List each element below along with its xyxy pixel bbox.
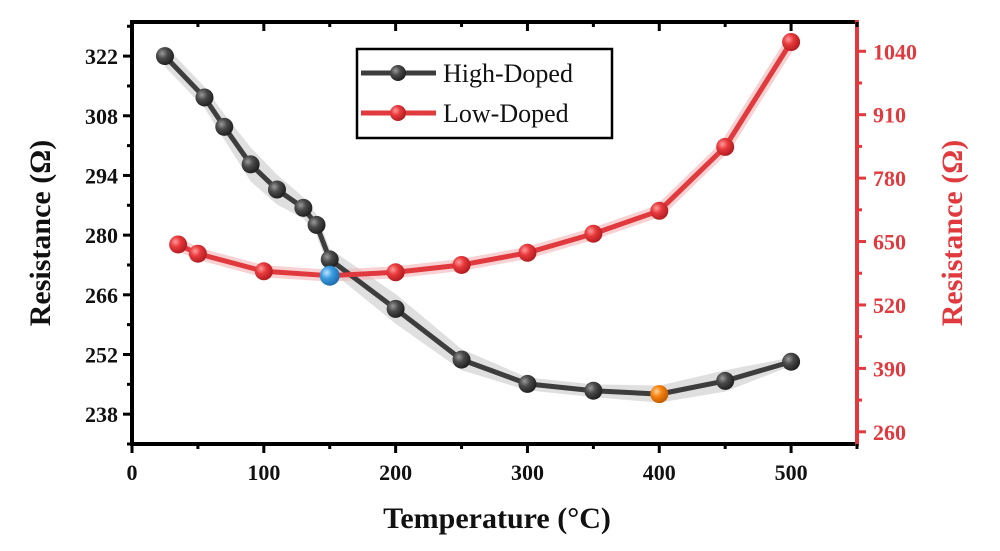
y-tick-label: 308 bbox=[85, 104, 118, 129]
high-doped-point bbox=[195, 88, 214, 107]
high-doped-point bbox=[716, 371, 735, 390]
low-doped-point bbox=[518, 243, 537, 262]
x-tick-label: 200 bbox=[379, 460, 412, 485]
left-y-axis-ticks: 238 252 266 280 294 308 322 bbox=[85, 24, 132, 446]
high-doped-point bbox=[452, 350, 471, 369]
series-points bbox=[155, 33, 801, 404]
y-tick-label: 280 bbox=[85, 223, 118, 248]
right-y-axis-ticks: 260 390 520 650 780 910 1040 bbox=[857, 39, 917, 445]
high-doped-point bbox=[268, 180, 286, 199]
x-tick-label: 100 bbox=[247, 460, 280, 485]
low-doped-point bbox=[452, 255, 471, 274]
high-doped-point bbox=[294, 198, 313, 217]
legend-marker-high-doped bbox=[390, 65, 406, 81]
legend: High-Doped Low-Doped bbox=[355, 47, 614, 140]
y-tick-label: 238 bbox=[85, 402, 118, 427]
low-doped-point bbox=[169, 235, 188, 254]
high-doped-point bbox=[386, 299, 405, 318]
left-y-axis-title: Resistance (Ω) bbox=[24, 140, 57, 326]
legend-label-high-doped: High-Doped bbox=[443, 59, 573, 88]
low-doped-highlight-point bbox=[319, 265, 340, 286]
high-doped-highlight-point bbox=[650, 385, 669, 404]
legend-box bbox=[355, 47, 614, 140]
high-doped-point bbox=[518, 374, 537, 393]
low-doped-point bbox=[188, 244, 207, 263]
legend-label-low-doped: Low-Doped bbox=[443, 99, 569, 128]
x-axis-title: Temperature (°C) bbox=[383, 502, 611, 535]
high-doped-point bbox=[584, 381, 603, 400]
right-y-axis-title: Resistance (Ω) bbox=[936, 140, 969, 326]
y2-tick-label: 520 bbox=[873, 293, 906, 318]
legend-marker-low-doped bbox=[390, 105, 406, 121]
x-tick-label: 400 bbox=[643, 460, 676, 485]
x-tick-label: 500 bbox=[775, 460, 808, 485]
y2-tick-label: 260 bbox=[873, 420, 906, 445]
y2-tick-label: 780 bbox=[873, 166, 906, 191]
low-doped-point bbox=[782, 33, 801, 52]
y-tick-label: 322 bbox=[85, 44, 118, 69]
high-doped-point bbox=[320, 250, 339, 269]
y2-tick-label: 1040 bbox=[873, 39, 917, 64]
high-doped-point bbox=[307, 215, 326, 234]
low-doped-point bbox=[254, 262, 273, 281]
low-doped-point bbox=[716, 137, 735, 156]
high-doped-point bbox=[782, 352, 801, 371]
y-tick-label: 266 bbox=[85, 283, 118, 308]
low-doped-point bbox=[584, 224, 603, 243]
low-doped-point bbox=[386, 263, 405, 282]
y2-tick-label: 650 bbox=[873, 230, 906, 255]
y-tick-label: 294 bbox=[85, 163, 118, 188]
x-axis-ticks: 0 100 200 300 400 500 bbox=[127, 22, 859, 485]
x-tick-label: 300 bbox=[511, 460, 544, 485]
y2-tick-label: 910 bbox=[873, 103, 906, 128]
low-doped-point bbox=[650, 201, 669, 220]
y2-tick-label: 390 bbox=[873, 356, 906, 381]
high-doped-point bbox=[241, 155, 260, 174]
high-doped-point bbox=[215, 117, 234, 136]
plot-frame bbox=[130, 20, 859, 446]
x-tick-label: 0 bbox=[127, 460, 138, 485]
high-doped-point bbox=[155, 47, 174, 66]
y-tick-label: 252 bbox=[85, 342, 118, 367]
